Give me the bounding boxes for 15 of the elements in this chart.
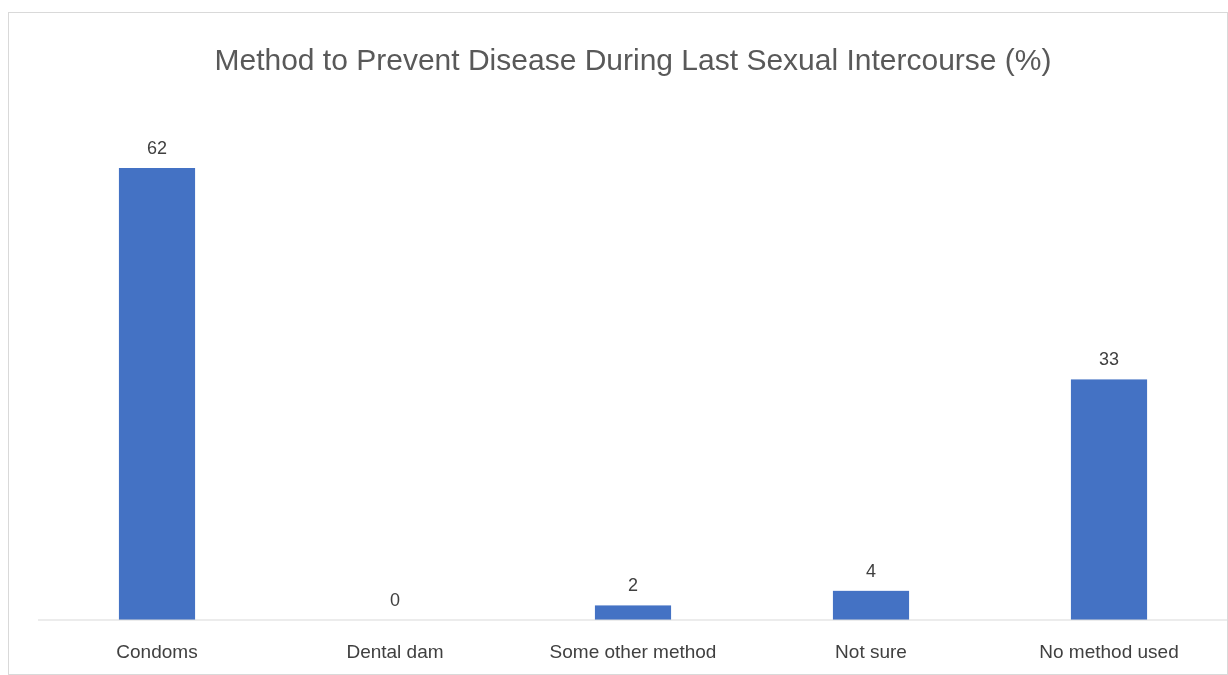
data-label: 0: [389, 590, 401, 610]
bar: [118, 168, 196, 620]
data-label: 33: [1098, 349, 1120, 370]
x-tick-label: Some other method: [549, 641, 717, 662]
x-tick-label: Condoms: [116, 641, 198, 662]
bar: [594, 605, 672, 620]
chart-title: Method to Prevent Disease During Last Sexual Intercourse (%): [214, 43, 1052, 76]
x-tick-label: Dental dam: [346, 641, 444, 662]
bar: [1070, 379, 1148, 620]
bar: [832, 590, 910, 620]
data-label: 4: [865, 560, 877, 581]
x-tick-label: No method used: [1039, 641, 1179, 662]
data-label: 62: [146, 138, 168, 158]
data-label: 2: [627, 575, 639, 596]
x-tick-label: Not sure: [835, 641, 907, 662]
